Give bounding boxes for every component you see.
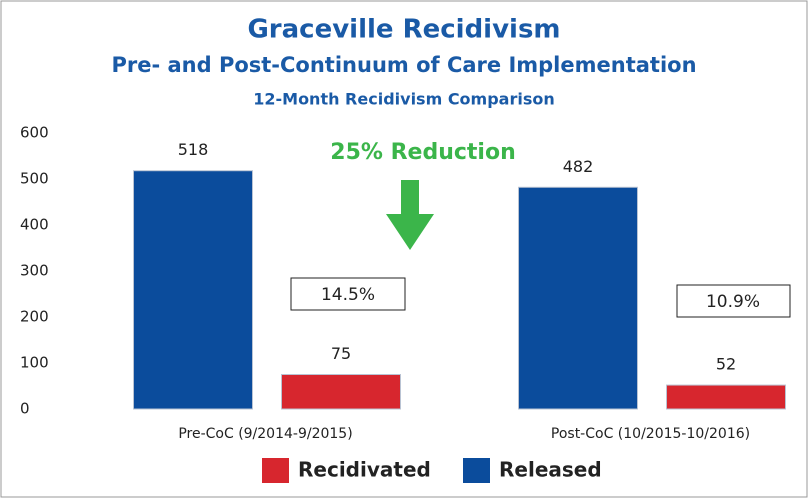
y-tick-label: 100 (20, 354, 49, 372)
legend-label: Released (499, 458, 602, 482)
bar (518, 186, 638, 410)
x-tick-label: Post-CoC (10/2015-10/2016) (551, 426, 750, 442)
chart-subtitle: 12-Month Recidivism Comparison (253, 90, 555, 109)
annotation-box (676, 284, 791, 318)
legend-swatch (463, 458, 490, 483)
x-tick-label: Pre-CoC (9/2014-9/2015) (178, 426, 352, 442)
chart-title: Graceville Recidivism (247, 15, 560, 45)
bar (666, 384, 786, 410)
data-label: 75 (331, 344, 351, 363)
chart-subtitle: Pre- and Post-Continuum of Care Implemen… (111, 53, 696, 77)
annotation: 10.9% (706, 292, 760, 312)
annotation-box (290, 277, 406, 311)
y-tick-label: 400 (20, 216, 49, 234)
annotation: 14.5% (321, 285, 375, 305)
y-tick-label: 0 (20, 400, 30, 418)
data-label: 518 (178, 140, 209, 159)
arrow (386, 180, 434, 250)
y-tick-label: 300 (20, 262, 49, 280)
y-tick-label: 600 (20, 124, 49, 142)
legend-swatch (262, 458, 289, 483)
bar (281, 374, 401, 410)
data-label: 52 (716, 355, 736, 374)
data-label: 482 (563, 157, 594, 176)
annotation: 25% Reduction (330, 140, 515, 165)
bar (133, 170, 253, 410)
y-tick-label: 200 (20, 308, 49, 326)
y-tick-label: 500 (20, 170, 49, 188)
legend-label: Recidivated (298, 458, 431, 482)
